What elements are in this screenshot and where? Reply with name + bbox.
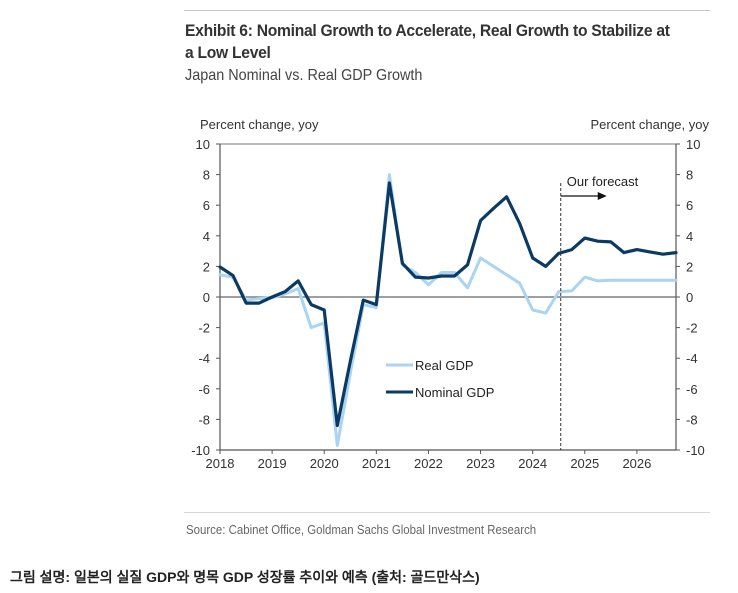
overlay: Our forecast Real GDP Nominal GDP (386, 174, 639, 450)
left-tick-label: 10 (196, 137, 210, 152)
figure-caption: 그림 설명: 일본의 실질 GDP와 명목 GDP 성장률 추이와 예측 (출처… (10, 569, 480, 585)
left-tick-label: 6 (203, 198, 210, 213)
gdp-growth-chart: 10 108 86 64 42 20 0-2 -2-4 -4-6 -6-8 -8-10 -102018… (191, 117, 709, 471)
series-layer (218, 173, 678, 447)
left-tick-label: 4 (203, 229, 210, 244)
right-tick-label: 2 (686, 259, 693, 274)
right-tick-label: -2 (686, 321, 698, 336)
x-tick-label: 2022 (414, 456, 443, 471)
left-tick-label: 2 (203, 259, 210, 274)
left-tick-label: -2 (198, 321, 210, 336)
forecast-arrow-head (597, 192, 607, 200)
left-tick-label: 0 (203, 290, 210, 305)
x-tick-label: 2018 (206, 456, 235, 471)
x-tick-label: 2026 (622, 456, 651, 471)
right-tick-label: 10 (686, 137, 700, 152)
right-tick-label: -8 (686, 412, 698, 427)
nominal-gdp-line (218, 181, 678, 428)
x-tick-label: 2019 (258, 456, 287, 471)
source-note: Source: Cabinet Office, Goldman Sachs Gl… (186, 522, 537, 537)
top-rule (184, 10, 710, 11)
bottom-rule (184, 512, 710, 513)
exhibit-subtitle: Japan Nominal vs. Real GDP Growth (185, 67, 423, 84)
legend-label-nominal: Nominal GDP (415, 385, 494, 400)
left-tick-label: 8 (203, 168, 210, 183)
left-axis-title: Percent change, yoy (200, 117, 319, 132)
right-tick-label: -6 (686, 382, 698, 397)
forecast-label: Our forecast (567, 174, 639, 189)
right-tick-label: 6 (686, 198, 693, 213)
right-tick-label: 4 (686, 229, 693, 244)
left-tick-label: -10 (191, 443, 210, 458)
left-tick-label: -4 (198, 351, 210, 366)
x-tick-label: 2025 (570, 456, 599, 471)
right-tick-label: -10 (686, 443, 705, 458)
left-tick-label: -6 (198, 382, 210, 397)
axes: 10 108 86 64 42 20 0-2 -2-4 -4-6 -6-8 -8-10 -102018… (191, 117, 709, 471)
right-tick-label: 8 (686, 168, 693, 183)
left-tick-label: -8 (198, 412, 210, 427)
right-axis-title: Percent change, yoy (590, 117, 709, 132)
exhibit-title: Exhibit 6: Nominal Growth to Accelerate,… (185, 21, 670, 62)
legend-label-real: Real GDP (415, 358, 474, 373)
right-tick-label: 0 (686, 290, 693, 305)
x-tick-label: 2023 (466, 456, 495, 471)
right-tick-label: -4 (686, 351, 698, 366)
x-tick-label: 2020 (310, 456, 339, 471)
x-tick-label: 2021 (362, 456, 391, 471)
x-tick-label: 2024 (518, 456, 547, 471)
real-gdp-line (218, 173, 678, 447)
